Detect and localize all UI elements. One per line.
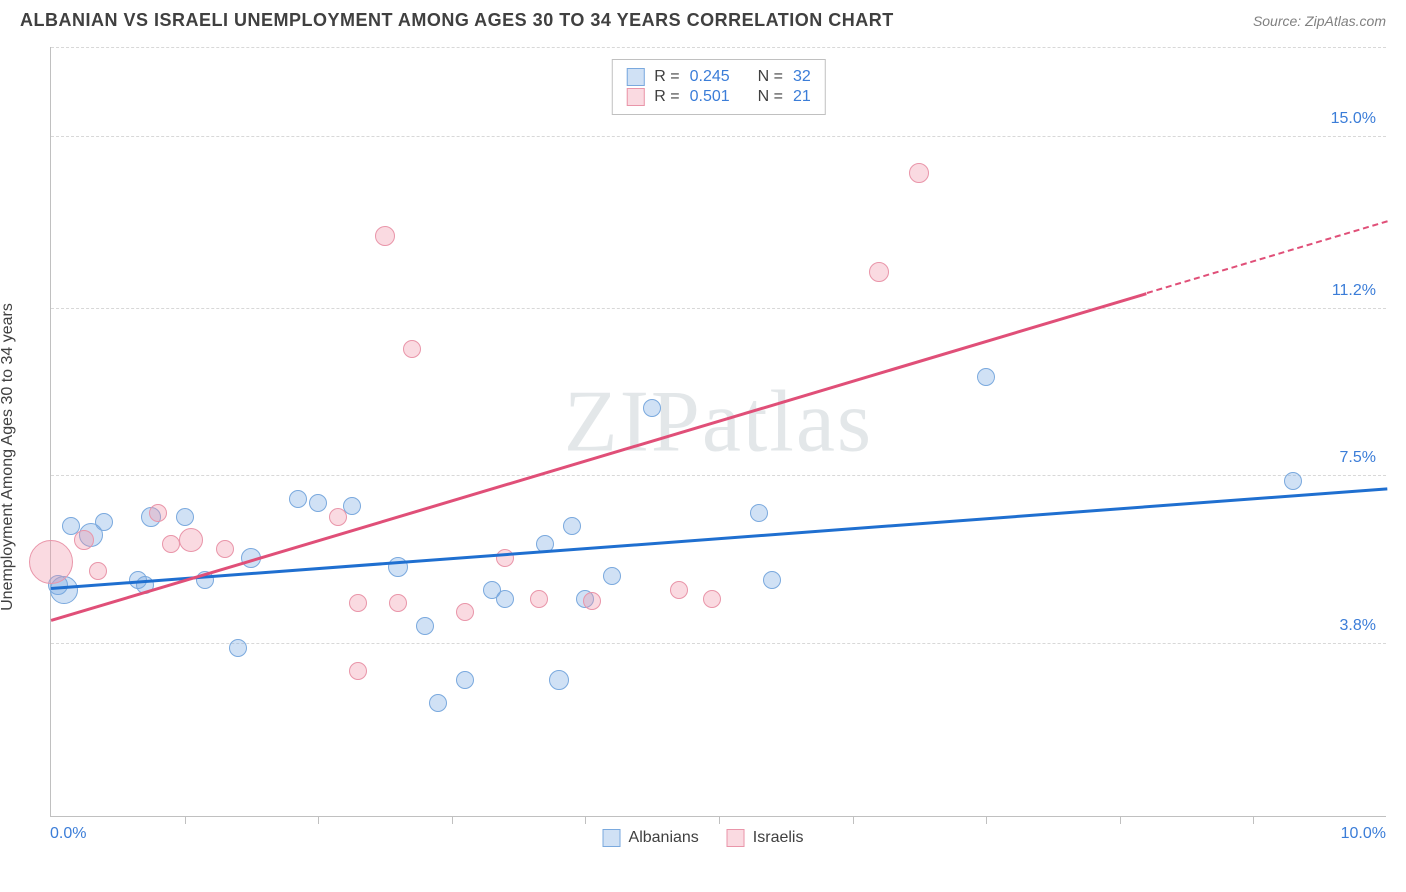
x-tick [452,816,453,824]
data-point [670,581,688,599]
trend-line [51,292,1147,621]
gridline [51,47,1386,48]
x-tick-label: 0.0% [50,825,86,843]
data-point [216,540,234,558]
x-tick [1120,816,1121,824]
data-point [329,508,347,526]
data-point [603,567,621,585]
legend-swatch [603,829,621,847]
data-point [456,603,474,621]
plot-area: ZIPatlas R =0.245N =32R =0.501N =21 3.8%… [50,47,1386,817]
chart-source: Source: ZipAtlas.com [1253,13,1386,29]
data-point [29,540,73,584]
legend-item: Albanians [603,829,699,847]
data-point [349,594,367,612]
legend-label: Israelis [753,829,804,847]
x-tick [318,816,319,824]
data-point [95,513,113,531]
data-point [349,662,367,680]
data-point [977,368,995,386]
data-point [149,504,167,522]
chart-title: ALBANIAN VS ISRAELI UNEMPLOYMENT AMONG A… [20,10,894,31]
data-point [403,340,421,358]
data-point [162,535,180,553]
chart-area: Unemployment Among Ages 30 to 34 years Z… [0,37,1406,877]
data-point [583,592,601,610]
data-point [496,549,514,567]
data-point [229,639,247,657]
data-point [309,494,327,512]
stat-r-value: 0.501 [690,88,740,106]
gridline [51,475,1386,476]
data-point [176,508,194,526]
stats-row: R = 0.501 N = 21 [626,88,810,106]
data-point [1284,472,1302,490]
y-axis-label: Unemployment Among Ages 30 to 34 years [0,303,17,611]
correlation-stats-box: R = 0.245 N = 32 R = 0.501 N = 21 [611,59,825,115]
gridline [51,308,1386,309]
stat-r-value: 0.245 [690,68,740,86]
data-point [375,226,395,246]
data-point [549,670,569,690]
data-point [74,530,94,550]
data-point [429,694,447,712]
chart-header: ALBANIAN VS ISRAELI UNEMPLOYMENT AMONG A… [0,0,1406,37]
data-point [909,163,929,183]
stat-n-value: 21 [793,88,811,106]
y-tick-label: 3.8% [1340,617,1376,635]
x-tick [986,816,987,824]
data-point [563,517,581,535]
y-tick-label: 11.2% [1332,282,1376,300]
data-point [179,528,203,552]
y-tick-label: 7.5% [1340,449,1376,467]
data-point [703,590,721,608]
data-point [530,590,548,608]
trend-line [51,487,1387,589]
gridline [51,136,1386,137]
data-point [869,262,889,282]
data-point [750,504,768,522]
stat-n-label: N = [758,88,783,106]
gridline [51,643,1386,644]
x-tick [853,816,854,824]
x-tick [1253,816,1254,824]
x-tick [585,816,586,824]
x-tick [185,816,186,824]
y-tick-label: 15.0% [1331,110,1376,128]
legend-swatch [626,88,644,106]
x-tick-label: 10.0% [1341,825,1386,843]
series-legend: Albanians Israelis [603,829,804,847]
stat-r-label: R = [654,88,679,106]
data-point [289,490,307,508]
data-point [643,399,661,417]
x-tick [719,816,720,824]
legend-swatch [626,68,644,86]
data-point [389,594,407,612]
legend-label: Albanians [629,829,699,847]
legend-swatch [727,829,745,847]
stat-n-value: 32 [793,68,811,86]
stats-row: R = 0.245 N = 32 [626,68,810,86]
data-point [416,617,434,635]
stat-r-label: R = [654,68,679,86]
stat-n-label: N = [758,68,783,86]
data-point [456,671,474,689]
data-point [763,571,781,589]
data-point [496,590,514,608]
legend-item: Israelis [727,829,804,847]
data-point [89,562,107,580]
